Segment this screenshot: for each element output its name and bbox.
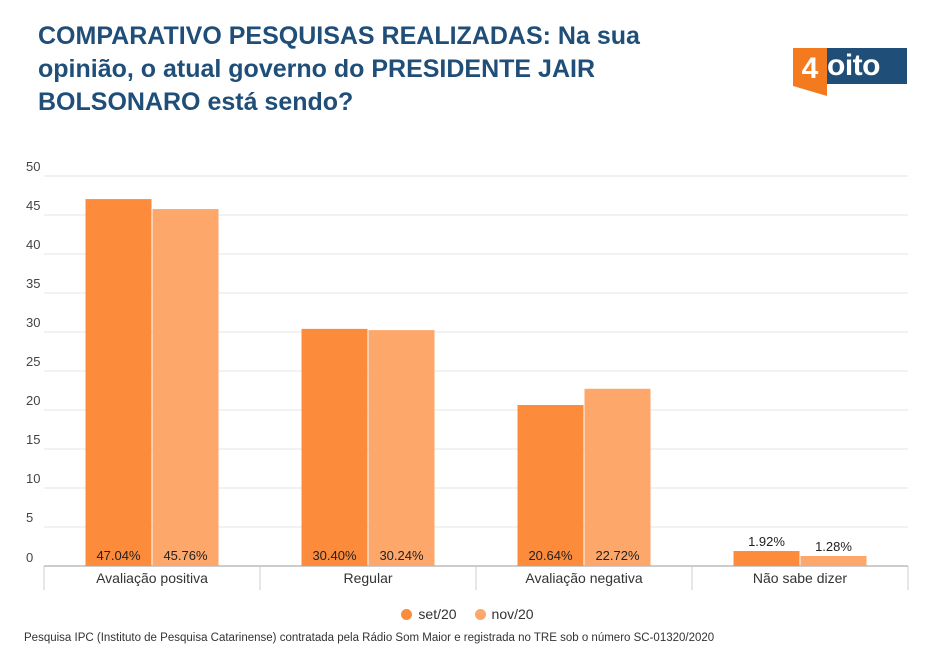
bar-set20-0[interactable] <box>85 199 152 566</box>
y-tick-label: 30 <box>26 315 40 330</box>
y-tick-label: 10 <box>26 471 40 486</box>
legend-item-nov20[interactable]: nov/20 <box>474 606 534 622</box>
chart-legend: set/20 nov/20 <box>0 606 935 622</box>
legend-item-set20[interactable]: set/20 <box>401 606 457 622</box>
bar-value-label: 1.28% <box>815 539 852 554</box>
y-tick-label: 15 <box>26 432 40 447</box>
bar-value-label: 20.64% <box>528 548 573 563</box>
bar-value-label: 45.76% <box>163 548 208 563</box>
bar-set20-1[interactable] <box>301 328 368 566</box>
y-tick-label: 5 <box>26 510 33 525</box>
y-tick-label: 50 <box>26 159 40 174</box>
y-tick-label: 35 <box>26 276 40 291</box>
x-category-label: Avaliação positiva <box>96 570 208 586</box>
bar-value-label: 30.24% <box>379 548 424 563</box>
chart-title: COMPARATIVO PESQUISAS REALIZADAS: Na sua… <box>38 22 640 116</box>
bar-set20-2[interactable] <box>517 405 584 566</box>
x-category-label: Avaliação negativa <box>525 570 642 586</box>
y-tick-label: 45 <box>26 198 40 213</box>
bar-set20-3[interactable] <box>733 551 800 566</box>
y-tick-label: 25 <box>26 354 40 369</box>
x-category-label: Regular <box>343 570 392 586</box>
y-tick-label: 20 <box>26 393 40 408</box>
y-tick-label: 40 <box>26 237 40 252</box>
bar-nov20-3[interactable] <box>800 556 867 566</box>
y-tick-label: 0 <box>26 550 33 565</box>
brand-logo: 4 oito <box>793 48 907 96</box>
bar-value-label: 47.04% <box>96 548 141 563</box>
svg-text:4: 4 <box>802 52 819 85</box>
bar-nov20-0[interactable] <box>152 209 219 566</box>
legend-label-nov20: nov/20 <box>491 606 534 622</box>
bar-value-label: 1.92% <box>748 534 785 549</box>
legend-swatch-set20 <box>401 608 413 620</box>
bar-nov20-2[interactable] <box>584 388 651 566</box>
bar-value-label: 30.40% <box>312 548 357 563</box>
x-category-label: Não sabe dizer <box>753 570 848 586</box>
bar-chart: 0 5 10 15 20 25 30 35 40 45 50 47.04% 45.76% Avaliaçã… <box>26 159 909 590</box>
logo-text: oito <box>827 49 880 82</box>
bar-value-label: 22.72% <box>595 548 640 563</box>
logo-four-icon: 4 <box>793 48 827 96</box>
legend-swatch-nov20 <box>474 608 486 620</box>
bar-nov20-1[interactable] <box>368 330 435 566</box>
source-note: Pesquisa IPC (Instituto de Pesquisa Cata… <box>24 632 715 644</box>
legend-label-set20: set/20 <box>418 606 457 622</box>
